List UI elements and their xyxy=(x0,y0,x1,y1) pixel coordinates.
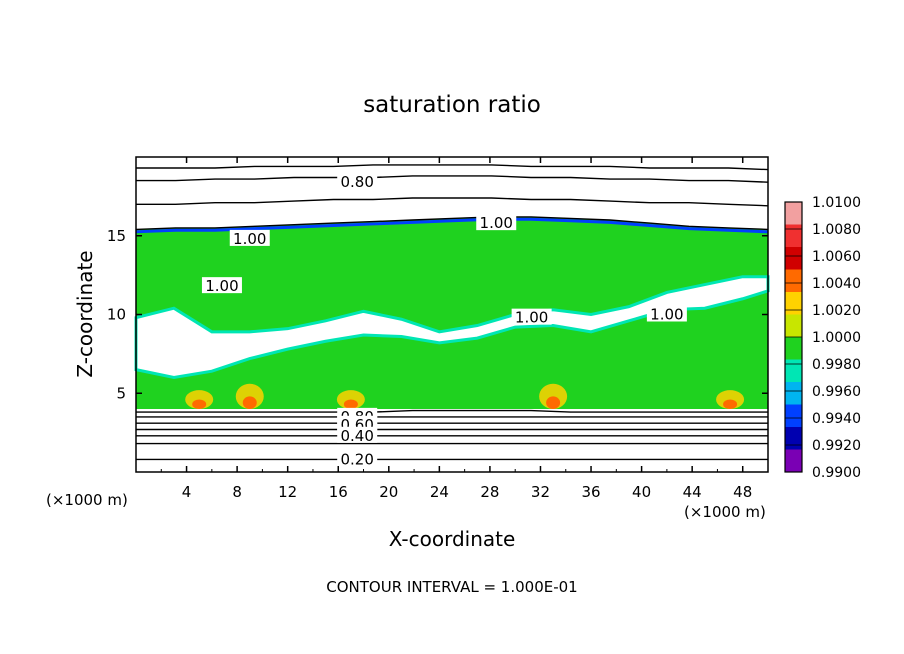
x-tick-label: 24 xyxy=(430,483,449,501)
hot-core xyxy=(192,399,207,409)
colorbar-label: 0.9980 xyxy=(812,357,861,373)
x-tick-label: 44 xyxy=(683,483,702,501)
x-tick-label: 32 xyxy=(531,483,550,501)
colorbar-swatch xyxy=(785,382,802,405)
contour-label-bg xyxy=(201,277,242,294)
x-tick-label: 4 xyxy=(182,483,192,501)
x-tick-label: 12 xyxy=(278,483,297,501)
contour-label-bg xyxy=(229,229,270,246)
contour-label-bg xyxy=(476,214,517,231)
y-axis-title: Z-coordinate xyxy=(73,250,97,377)
contour-label-bg xyxy=(511,308,552,325)
colorbar-swatch xyxy=(785,404,802,427)
x-tick-label: 48 xyxy=(733,483,752,501)
x-axis-title: X-coordinate xyxy=(389,527,516,551)
x-tick-label: 40 xyxy=(632,483,651,501)
contour-label: 0.80 xyxy=(340,173,373,191)
x-axis-unit: (×1000 m) xyxy=(684,503,766,521)
x-axis-ticks: 4 8 12 16 20 24 28 32 36 40 44 48 xyxy=(160,157,752,501)
contour-label-bg xyxy=(337,450,378,467)
colorbar-label: 0.9900 xyxy=(812,465,861,481)
contour-label-bg xyxy=(646,305,687,322)
colorbar-label: 0.9940 xyxy=(812,411,861,427)
contour-label: 1.00 xyxy=(205,277,238,295)
contour-lines xyxy=(135,164,769,461)
contour-line xyxy=(135,216,769,231)
colorbar-swatch xyxy=(785,269,802,292)
y-tick-label: 15 xyxy=(107,227,126,245)
colorbar-swatch xyxy=(785,202,802,225)
contour-labels: 0.801.001.001.001.001.000.800.600.400.20 xyxy=(201,173,687,468)
contour-line xyxy=(136,197,769,207)
y-axis-unit: (×1000 m) xyxy=(46,491,128,509)
contour-interval-note: CONTOUR INTERVAL = 1.000E-01 xyxy=(326,578,577,596)
saturation-field xyxy=(134,216,770,410)
contour-line xyxy=(136,164,769,171)
colorbar-swatch xyxy=(785,359,802,382)
contour-line xyxy=(136,409,768,413)
x-tick-label: 36 xyxy=(581,483,600,501)
chart-title: saturation ratio xyxy=(363,92,541,118)
x-tick-label: 20 xyxy=(379,483,398,501)
contour-label-bg xyxy=(337,426,378,443)
y-axis-ticks: 5 10 15 xyxy=(107,227,768,402)
hot-core xyxy=(242,396,257,410)
colorbar-label: 1.0100 xyxy=(812,195,861,211)
x-tick-label: 8 xyxy=(232,483,242,501)
x-tick-label: 16 xyxy=(329,483,348,501)
colorbar-swatch xyxy=(785,427,802,450)
colorbar-swatch xyxy=(785,449,802,472)
saturated-layer xyxy=(136,216,768,409)
colorbar-swatch xyxy=(785,247,802,270)
cloud-top-edge xyxy=(135,217,769,234)
colorbar-label: 0.9920 xyxy=(812,438,861,454)
contour-label: 1.00 xyxy=(480,214,513,232)
x-tick-label: 28 xyxy=(480,483,499,501)
contour-label: 1.00 xyxy=(650,306,683,324)
contour-label: 1.00 xyxy=(233,230,266,248)
colorbar-label: 1.0080 xyxy=(812,222,861,238)
hot-core xyxy=(343,399,358,409)
colorbar-swatch xyxy=(785,314,802,337)
hot-core xyxy=(546,396,561,410)
colorbar-label: 1.0000 xyxy=(812,330,861,346)
colorbar-label: 1.0020 xyxy=(812,303,861,319)
contour-label-bg xyxy=(337,173,378,190)
colorbar-label: 1.0040 xyxy=(812,276,861,292)
contour-label: 1.00 xyxy=(515,309,548,327)
colorbar: 1.0100 1.0080 1.0060 1.0040 1.0020 1.0000 0.99… xyxy=(784,195,861,481)
colorbar-swatch xyxy=(785,292,802,315)
contour-label: 0.20 xyxy=(340,450,373,468)
colorbar-label: 0.9960 xyxy=(812,384,861,400)
hot-core xyxy=(723,399,738,409)
colorbar-swatch xyxy=(785,224,802,247)
y-tick-label: 10 xyxy=(107,306,126,324)
colorbar-swatch xyxy=(785,337,802,360)
plot-area: 0.801.001.001.001.001.000.800.600.400.20… xyxy=(107,156,770,501)
y-tick-label: 5 xyxy=(116,384,126,402)
colorbar-label: 1.0060 xyxy=(812,249,861,265)
contour-label: 0.40 xyxy=(340,427,373,445)
contour-line xyxy=(136,175,769,183)
